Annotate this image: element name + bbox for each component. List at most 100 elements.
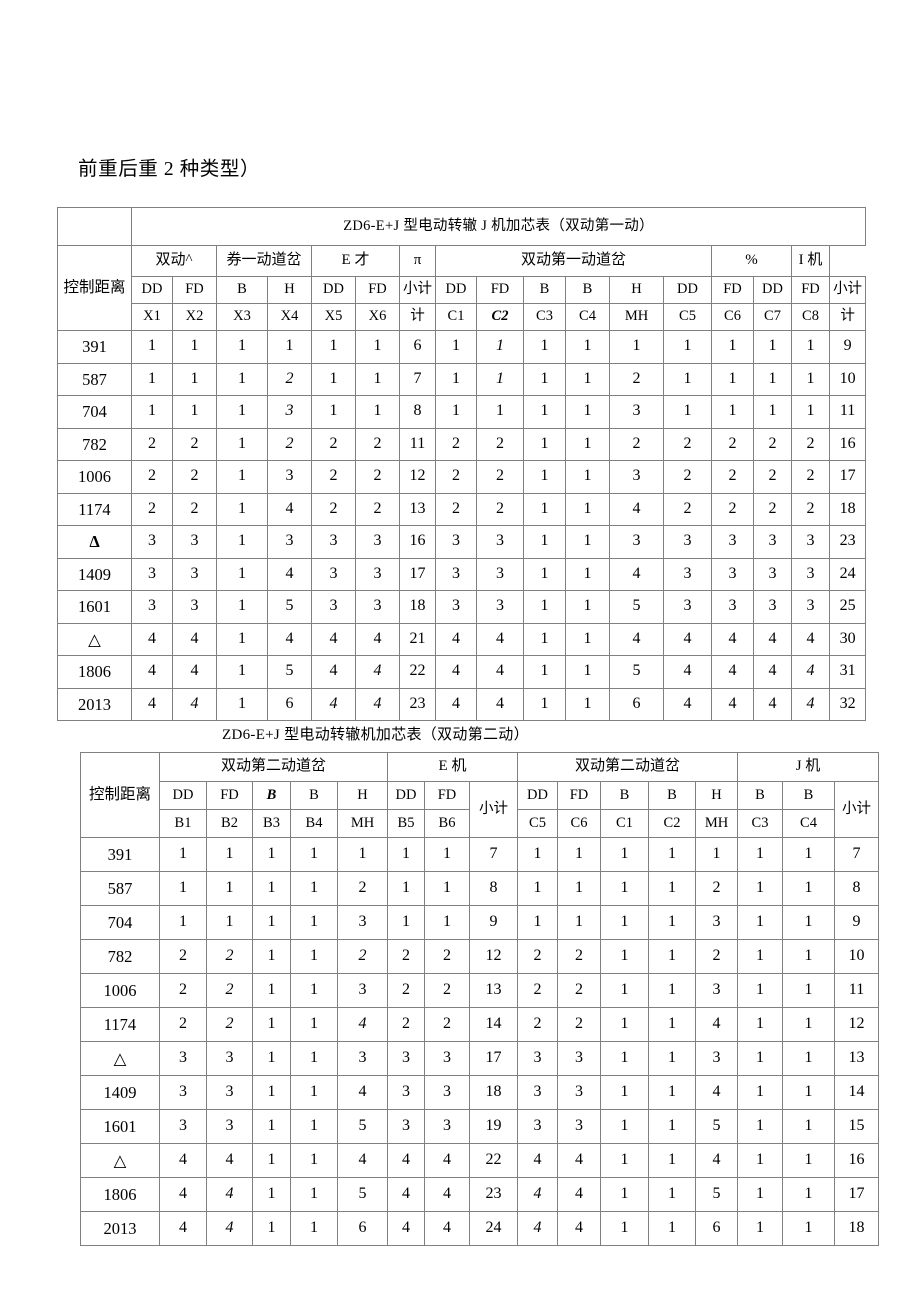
data-cell: 3 <box>711 557 754 591</box>
data-cell: 1 <box>523 687 566 721</box>
code-header-1: X1 <box>131 303 173 331</box>
data-cell: 1 <box>435 330 477 364</box>
data-cell: 5 <box>267 590 312 624</box>
data-cell: 1 <box>523 655 566 689</box>
data-cell: 3 <box>476 557 524 591</box>
data-cell: 1 <box>290 973 338 1008</box>
data-cell: 4 <box>791 622 830 656</box>
data-cell: 4 <box>424 1177 470 1212</box>
data-cell: 3 <box>609 525 664 559</box>
data-cell: 23 <box>828 525 867 559</box>
data-cell: 1 <box>782 1177 835 1212</box>
data-cell: 1 <box>476 395 524 429</box>
code-header-17: 计 <box>828 303 867 331</box>
data-cell: 1 <box>252 1109 291 1144</box>
data-cell: 3 <box>311 590 356 624</box>
data-cell: 2 <box>172 460 217 494</box>
group-header-1: 双动^ <box>131 245 217 277</box>
data-cell: 4 <box>435 655 477 689</box>
sub-header-5: DD <box>311 276 356 304</box>
data-cell: 1 <box>252 939 291 974</box>
data-cell: 9 <box>828 330 867 364</box>
data-cell: 1 <box>600 905 649 940</box>
data-cell: 1 <box>782 939 835 974</box>
data-cell: 4 <box>311 655 356 689</box>
data-cell: 2 <box>791 492 830 526</box>
data-cell: 1 <box>387 905 425 940</box>
data-cell: 3 <box>206 1075 253 1110</box>
data-cell: 1 <box>523 557 566 591</box>
data-cell: 1 <box>663 362 712 396</box>
data-cell: 1 <box>216 557 268 591</box>
table-title-row: ZD6-E+J 型电动转辙 J 机加芯表（双动第一动） <box>57 207 867 246</box>
page-heading-text: 前重后重 2 种类型） <box>78 159 261 180</box>
code-header-15: C7 <box>753 303 792 331</box>
sub-header-14: FD <box>711 276 754 304</box>
control-distance-cell: 782 <box>57 427 132 461</box>
data-cell: 3 <box>267 525 312 559</box>
sub-header-15: DD <box>753 276 792 304</box>
data-cell: 1 <box>290 1177 338 1212</box>
data-cell: 1 <box>355 395 400 429</box>
data-cell: 1 <box>782 973 835 1008</box>
data-cell: 3 <box>172 590 217 624</box>
data-cell: 1 <box>523 460 566 494</box>
table-row: 1409 3 3 1 4 3 3 17 3 3 1 1 4 3 3 3 3 24 <box>57 557 867 591</box>
control-distance-cell: 1006 <box>57 460 132 494</box>
row-label-header: 控制距离 <box>80 752 160 838</box>
data-cell: 3 <box>435 557 477 591</box>
data-cell: 3 <box>159 1109 207 1144</box>
data-cell: 5 <box>267 655 312 689</box>
code-header-13: MH <box>695 809 738 838</box>
data-cell: 1 <box>782 1211 835 1246</box>
data-cell: 1 <box>476 330 524 364</box>
data-cell: 3 <box>172 557 217 591</box>
data-cell: 1 <box>565 395 610 429</box>
data-cell: 4 <box>791 687 830 721</box>
sub-header-4: H <box>267 276 312 304</box>
code-header-11: C4 <box>565 303 610 331</box>
data-cell: 2 <box>337 871 388 906</box>
data-cell: 4 <box>557 1177 601 1212</box>
data-cell: 16 <box>399 525 436 559</box>
table-1-container: ZD6-E+J 型电动转辙 J 机加芯表（双动第一动） 控制距离 双动^ 券一动道岔 E… <box>57 207 867 721</box>
data-cell: 1 <box>216 427 268 461</box>
table-row: 1806 4 4 1 5 4 4 22 4 4 1 1 5 4 4 4 4 31 <box>57 655 867 689</box>
data-cell: 2 <box>695 871 738 906</box>
table-row: △ 4 4 1 1 4 4 4 22 4 4 1 1 4 1 1 16 <box>80 1143 879 1178</box>
data-cell: 4 <box>131 655 173 689</box>
data-cell: 1 <box>216 460 268 494</box>
data-cell: 1 <box>252 1075 291 1110</box>
code-header-10: C3 <box>523 303 566 331</box>
table-row: 704 1 1 1 1 3 1 1 9 1 1 1 1 3 1 1 9 <box>80 905 879 940</box>
data-cell: 4 <box>387 1143 425 1178</box>
data-cell: 3 <box>711 525 754 559</box>
data-cell: 1 <box>782 1041 835 1076</box>
data-cell: 1 <box>600 1109 649 1144</box>
sub-header-3: B <box>252 781 291 810</box>
code-header-14: C6 <box>711 303 754 331</box>
data-cell: 1 <box>565 622 610 656</box>
data-cell: 3 <box>711 590 754 624</box>
data-cell: 4 <box>267 557 312 591</box>
data-cell: 1 <box>206 871 253 906</box>
data-cell: 1 <box>206 837 253 872</box>
data-cell: 1 <box>290 905 338 940</box>
table-row: 782 2 2 1 2 2 2 11 2 2 1 1 2 2 2 2 2 16 <box>57 427 867 461</box>
control-distance-cell: △ <box>57 622 132 656</box>
table-row: 587 1 1 1 2 1 1 7 1 1 1 1 2 1 1 1 1 10 <box>57 362 867 396</box>
data-cell: 1 <box>782 905 835 940</box>
data-cell: 3 <box>557 1109 601 1144</box>
code-header-3: X3 <box>216 303 268 331</box>
data-cell: 1 <box>737 905 783 940</box>
data-cell: 2 <box>131 492 173 526</box>
data-cell: 1 <box>523 427 566 461</box>
table-switch-machine-first-action: ZD6-E+J 型电动转辙 J 机加芯表（双动第一动） 控制距离 双动^ 券一动道岔 E… <box>57 207 867 721</box>
code-header-7: B6 <box>424 809 470 838</box>
data-cell: 1 <box>565 687 610 721</box>
data-cell: 4 <box>172 622 217 656</box>
data-cell: 17 <box>469 1041 518 1076</box>
data-cell: 13 <box>469 973 518 1008</box>
data-cell: 2 <box>387 939 425 974</box>
data-cell: 2 <box>517 973 558 1008</box>
